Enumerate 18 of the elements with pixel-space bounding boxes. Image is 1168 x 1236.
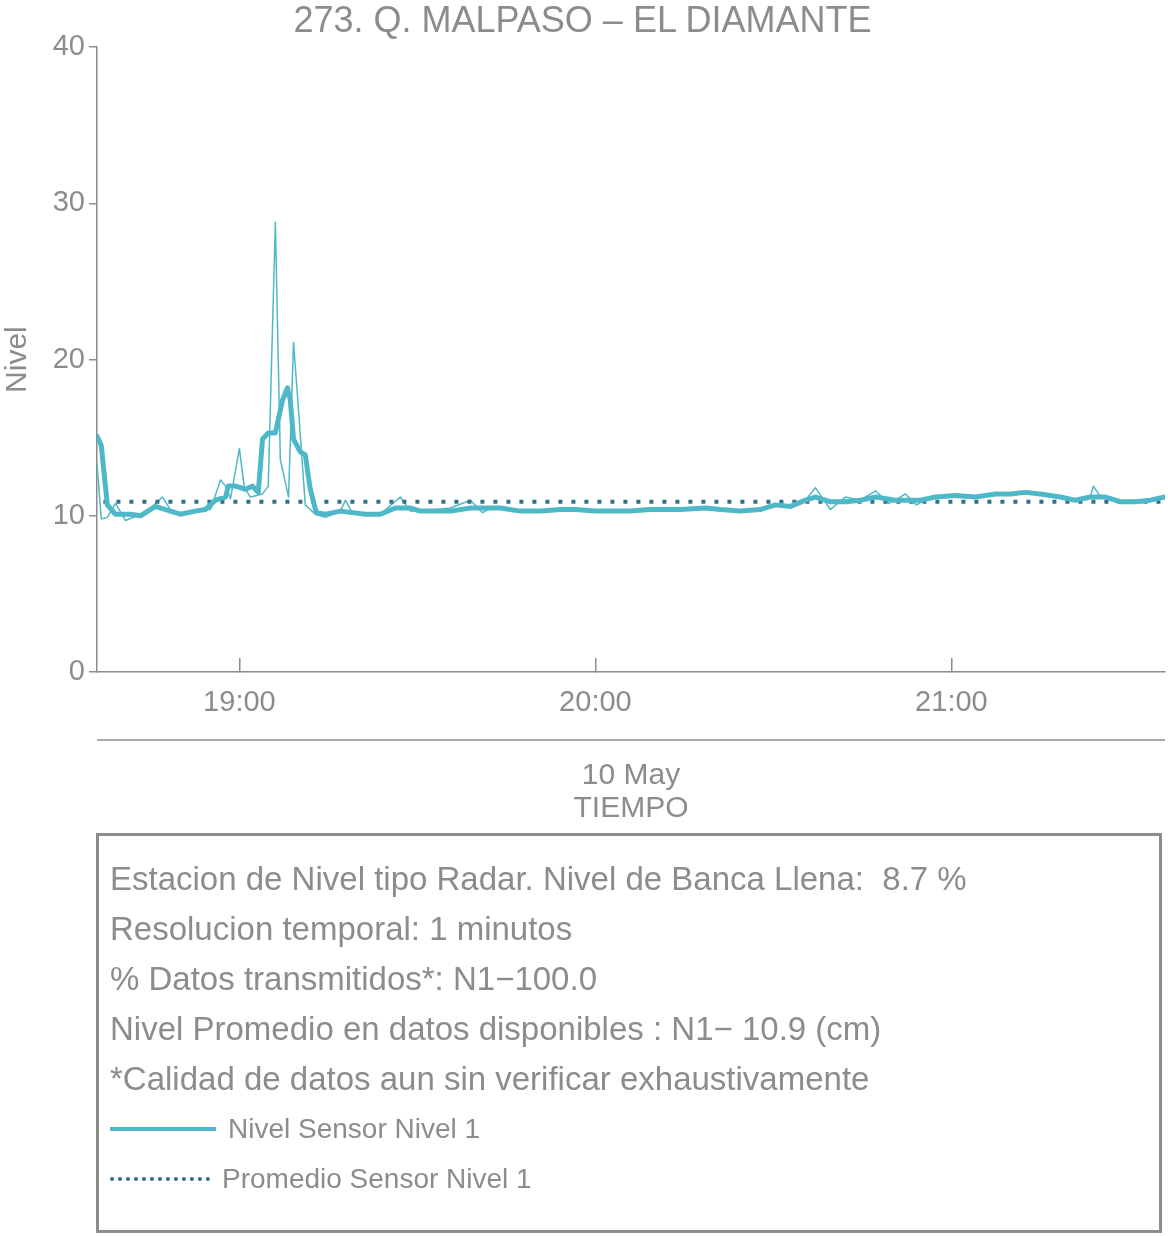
y-tick-label: 10 [52, 497, 85, 530]
y-tick-label: 20 [52, 341, 85, 374]
x-tick-label: 20:00 [559, 685, 632, 718]
legend-label: Promedio Sensor Nivel 1 [222, 1163, 532, 1195]
text: Estacion de Nivel tipo Radar. Nivel de Banca Llena: 8.7 % [110, 859, 968, 899]
chart-title: 273. Q. MALPASO – EL DIAMANTE [293, 0, 872, 40]
y-tick-label: 40 [52, 29, 85, 62]
legend-label: Nivel Sensor Nivel 1 [228, 1113, 481, 1145]
text: % Datos transmitidos*: N1−100.0 [110, 959, 598, 999]
y-tick-label: 0 [68, 654, 85, 686]
text: Nivel Promedio en datos disponibles : N1− 10.9 (cm) [110, 1009, 883, 1049]
x-tick-label: 21:00 [915, 685, 988, 718]
y-tick-label: 30 [52, 185, 85, 218]
text: Resolucion temporal: 1 minutos [110, 909, 574, 949]
text: *Calidad de datos aun sin verificar exhaustivamente [110, 1059, 871, 1099]
y-axis-title: Nivel [0, 326, 33, 393]
x-tick-label: 19:00 [203, 685, 276, 718]
x-axis-title: 10 May TIEMPO [573, 756, 689, 824]
